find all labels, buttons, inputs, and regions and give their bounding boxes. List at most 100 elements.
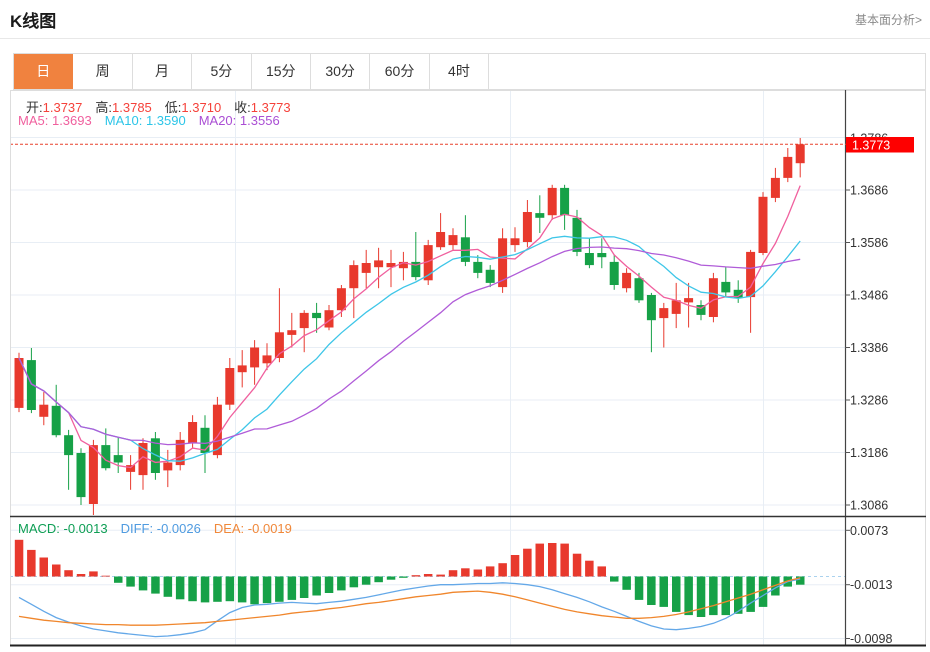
candle-body bbox=[225, 368, 235, 405]
candle-body bbox=[188, 422, 198, 443]
macd-bar bbox=[622, 576, 631, 590]
candle-body bbox=[634, 278, 644, 301]
candle-body bbox=[163, 462, 173, 471]
macd-bar bbox=[299, 576, 309, 598]
candle-body bbox=[770, 177, 780, 198]
candle-body bbox=[14, 358, 24, 408]
macd-bar bbox=[175, 576, 185, 600]
candle-body bbox=[460, 237, 470, 262]
macd-bar bbox=[200, 576, 210, 603]
tab-interval-5[interactable]: 30分 bbox=[310, 54, 371, 89]
candle-body bbox=[659, 308, 669, 319]
tab-interval-7[interactable]: 4时 bbox=[429, 54, 490, 89]
candle-body bbox=[535, 213, 545, 218]
macd-label: MACD: bbox=[18, 521, 60, 536]
macd-bar bbox=[213, 576, 222, 602]
macd-bar bbox=[461, 568, 470, 577]
macd-bar bbox=[473, 569, 483, 577]
candle-body bbox=[622, 272, 632, 289]
macd-bar bbox=[634, 576, 644, 600]
candle-body bbox=[237, 365, 247, 373]
ma5-value: 1.3693 bbox=[51, 113, 92, 128]
macd-bar bbox=[337, 576, 346, 591]
candles-layer bbox=[14, 138, 805, 515]
candle-body bbox=[721, 281, 731, 293]
macd-bar bbox=[597, 566, 606, 577]
candle-body bbox=[361, 263, 371, 273]
tab-interval-4[interactable]: 15分 bbox=[251, 54, 311, 89]
candle-body bbox=[733, 289, 743, 299]
tab-interval-3[interactable]: 5分 bbox=[192, 54, 252, 89]
price-axis-label: 1.3286 bbox=[850, 394, 888, 408]
tab-interval-2[interactable]: 月 bbox=[132, 54, 193, 89]
candle-body bbox=[758, 196, 768, 253]
macd-bar bbox=[163, 576, 173, 597]
macd-bar bbox=[535, 543, 544, 577]
tab-interval-6[interactable]: 60分 bbox=[370, 54, 430, 89]
macd-bar bbox=[225, 576, 235, 602]
macd-bar bbox=[585, 560, 594, 577]
current-price-badge bbox=[846, 137, 914, 153]
macd-bar bbox=[523, 548, 532, 577]
macd-bars-layer bbox=[14, 539, 805, 617]
candle-body bbox=[336, 288, 346, 311]
candle-body bbox=[795, 144, 805, 164]
candle-body bbox=[671, 300, 681, 314]
ohlc-readout: 开:1.3737 高:1.3785 低:1.3710 收:1.3773 bbox=[26, 97, 304, 116]
macd-bar bbox=[647, 576, 656, 605]
interval-tabbar: 日周月 5分 15分 30分 60分 4时 bbox=[13, 53, 926, 90]
diff-label: DIFF: bbox=[120, 521, 154, 536]
macd-bar bbox=[312, 576, 321, 596]
candle-body bbox=[200, 427, 210, 453]
candle-body bbox=[398, 261, 408, 269]
candle-body bbox=[473, 261, 483, 273]
candle-body bbox=[547, 187, 557, 216]
macd-bar bbox=[275, 576, 284, 602]
macd-bar bbox=[684, 576, 693, 616]
macd-bar bbox=[89, 571, 98, 577]
header-divider bbox=[0, 38, 930, 39]
price-axis-label: 1.3486 bbox=[850, 289, 888, 303]
macd-bar bbox=[324, 576, 334, 593]
macd-bar bbox=[361, 576, 371, 585]
macd-bar bbox=[572, 553, 582, 577]
macd-bar bbox=[287, 576, 297, 600]
macd-bar bbox=[548, 543, 557, 577]
ma10-label: MA10: bbox=[104, 113, 143, 128]
candle-body bbox=[411, 261, 421, 278]
macd-bar bbox=[250, 576, 259, 605]
tab-interval-1[interactable]: 周 bbox=[73, 54, 133, 89]
candle-body bbox=[498, 238, 508, 288]
candle-body bbox=[386, 263, 396, 268]
macd-axis-label: 0.0073 bbox=[850, 524, 888, 538]
ma5-label: MA5: bbox=[18, 113, 49, 128]
macd-bar bbox=[758, 576, 768, 607]
macd-bar bbox=[659, 576, 668, 607]
candle-body bbox=[696, 305, 706, 315]
candle-body bbox=[51, 405, 61, 436]
macd-bar bbox=[27, 549, 36, 577]
close-value: 1.3773 bbox=[250, 100, 291, 115]
high-value: 1.3785 bbox=[112, 100, 152, 115]
macd-bar bbox=[436, 574, 445, 577]
tab-interval-0[interactable]: 日 bbox=[14, 54, 74, 89]
candle-body bbox=[597, 253, 607, 258]
fundamental-analysis-link[interactable]: 基本面分析> bbox=[854, 13, 922, 27]
macd-bar bbox=[560, 543, 569, 577]
candle-body bbox=[423, 245, 433, 281]
low-value: 1.3710 bbox=[181, 100, 222, 115]
candle-body bbox=[324, 310, 334, 328]
dea-label: DEA: bbox=[213, 521, 245, 536]
candle-body bbox=[448, 235, 458, 246]
candle-body bbox=[26, 360, 36, 410]
candle-body bbox=[101, 445, 111, 469]
macd-axis-label: -0.0013 bbox=[850, 578, 892, 592]
macd-bar bbox=[485, 566, 495, 577]
price-axis-label: 1.3086 bbox=[850, 499, 888, 513]
candle-body bbox=[64, 435, 74, 456]
y-axis: 1.37861.36861.35861.34861.33861.32861.31… bbox=[845, 132, 892, 646]
candle-body bbox=[485, 269, 495, 283]
ma20-value: 1.3556 bbox=[239, 113, 280, 128]
page-title: K线图 bbox=[10, 12, 57, 31]
